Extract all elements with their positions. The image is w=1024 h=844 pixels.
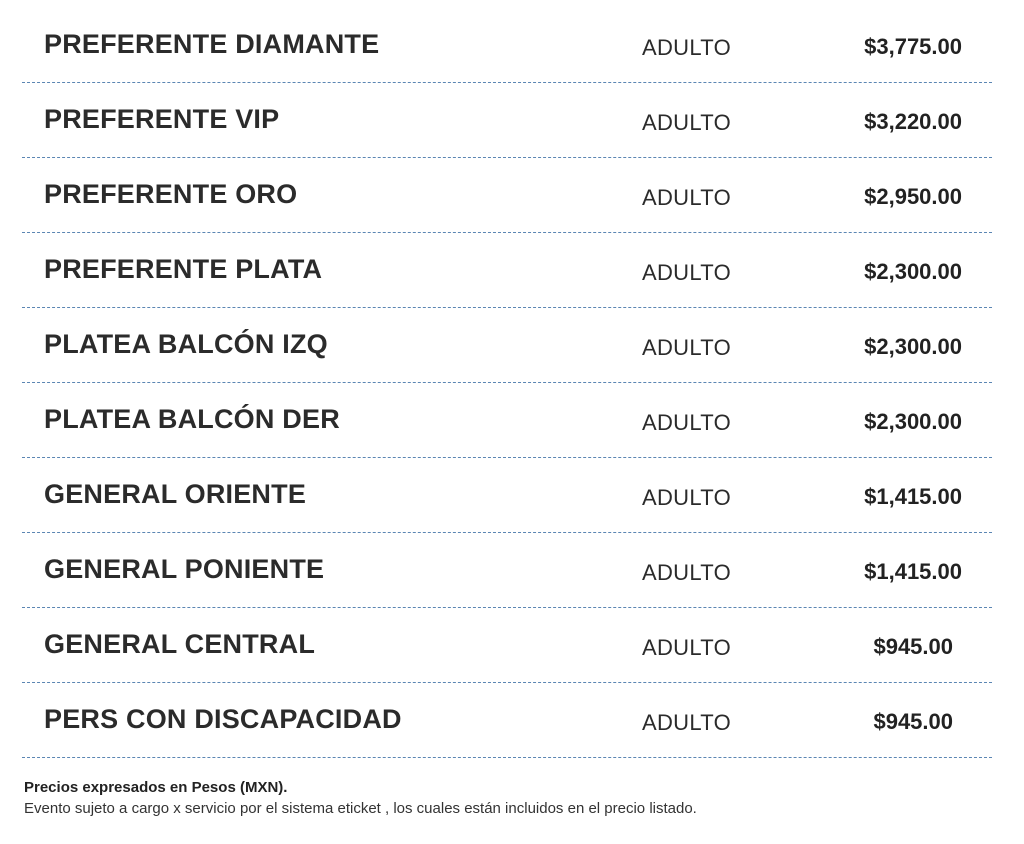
zone-name: PLATEA BALCÓN DER [44, 404, 340, 434]
ticket-type: ADULTO [642, 485, 732, 510]
ticket-type: ADULTO [642, 335, 732, 360]
ticket-price: $3,775.00 [864, 34, 962, 59]
ticket-type: ADULTO [642, 560, 732, 585]
price-row: GENERAL CENTRAL ADULTO $945.00 [22, 608, 992, 683]
price-row: GENERAL PONIENTE ADULTO $1,415.00 [22, 533, 992, 608]
ticket-price: $2,300.00 [864, 409, 962, 434]
ticket-type: ADULTO [642, 185, 732, 210]
ticket-price: $2,300.00 [864, 259, 962, 284]
price-notes: Precios expresados en Pesos (MXN). Event… [24, 777, 994, 820]
ticket-type: ADULTO [642, 410, 732, 435]
ticket-type: ADULTO [642, 635, 732, 660]
zone-name: PERS CON DISCAPACIDAD [44, 704, 402, 734]
ticket-type: ADULTO [642, 35, 732, 60]
ticket-type: ADULTO [642, 260, 732, 285]
ticket-price: $2,300.00 [864, 334, 962, 359]
zone-name: GENERAL ORIENTE [44, 479, 307, 509]
price-table: PREFERENTE DIAMANTE ADULTO $3,775.00 PRE… [22, 8, 992, 758]
price-row: PLATEA BALCÓN IZQ ADULTO $2,300.00 [22, 308, 992, 383]
ticket-price: $1,415.00 [864, 559, 962, 584]
price-row: GENERAL ORIENTE ADULTO $1,415.00 [22, 458, 992, 533]
price-row: PERS CON DISCAPACIDAD ADULTO $945.00 [22, 683, 992, 758]
zone-name: PREFERENTE DIAMANTE [44, 29, 380, 59]
price-row: PREFERENTE PLATA ADULTO $2,300.00 [22, 233, 992, 308]
ticket-type: ADULTO [642, 710, 732, 735]
price-row: PREFERENTE VIP ADULTO $3,220.00 [22, 83, 992, 158]
price-row: PREFERENTE DIAMANTE ADULTO $3,775.00 [22, 8, 992, 83]
zone-name: PLATEA BALCÓN IZQ [44, 329, 328, 359]
zone-name: PREFERENTE PLATA [44, 254, 323, 284]
price-row: PREFERENTE ORO ADULTO $2,950.00 [22, 158, 992, 233]
zone-name: GENERAL PONIENTE [44, 554, 325, 584]
zone-name: PREFERENTE ORO [44, 179, 298, 209]
ticket-price: $2,950.00 [864, 184, 962, 209]
ticket-price: $945.00 [873, 634, 953, 659]
ticket-price: $3,220.00 [864, 109, 962, 134]
price-row: PLATEA BALCÓN DER ADULTO $2,300.00 [22, 383, 992, 458]
currency-note: Precios expresados en Pesos (MXN). [24, 779, 288, 796]
zone-name: PREFERENTE VIP [44, 104, 280, 134]
service-charge-note: Evento sujeto a cargo x servicio por el … [24, 800, 697, 817]
ticket-price: $1,415.00 [864, 484, 962, 509]
ticket-type: ADULTO [642, 110, 732, 135]
ticket-price: $945.00 [873, 709, 953, 734]
zone-name: GENERAL CENTRAL [44, 629, 316, 659]
